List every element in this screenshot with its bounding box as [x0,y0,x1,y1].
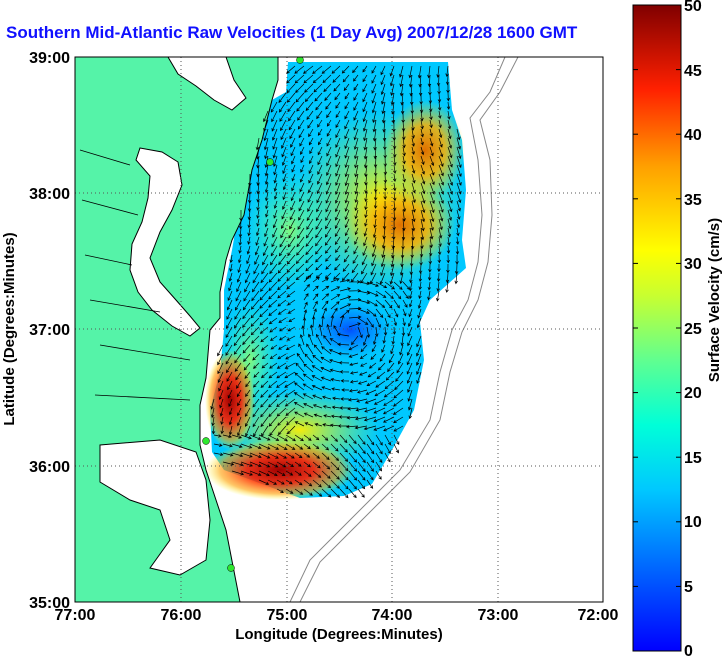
y-tick-label: 36:00 [29,459,70,476]
colorbar-tick-label: 0 [684,643,693,659]
colorbar-tick-label: 40 [684,127,702,144]
plot-frame [74,56,604,603]
x-tick-label: 75:00 [267,607,308,624]
x-axis-ticks: 77:00 76:00 75:00 74:00 73:00 72:00 [55,607,619,624]
y-tick-label: 39:00 [29,50,70,67]
y-tick-label: 38:00 [29,186,70,203]
grid [75,57,603,602]
colorbar-tick-label: 30 [684,256,702,273]
y-axis-label: Latitude (Degrees:Minutes) [1,232,18,425]
colorbar-tick-label: 5 [684,579,693,596]
velocity-arrow-set [210,65,462,499]
velocity-arrows [210,65,462,499]
radar-site-marker [266,158,274,166]
colorbar: 50 45 40 35 30 25 20 15 10 5 0 Surface V… [632,0,723,659]
bathymetry-contours [289,57,519,602]
radar-site-marker [202,437,210,445]
colorbar-tick-label: 15 [684,450,702,467]
map-title: Southern Mid-Atlantic Raw Velocities (1 … [6,23,578,42]
y-tick-label: 35:00 [29,595,70,612]
colorbar-tick-label: 50 [684,0,702,15]
x-tick-label: 74:00 [372,607,413,624]
y-axis-ticks: 39:00 38:00 37:00 36:00 35:00 [29,50,70,612]
x-tick-label: 73:00 [478,607,519,624]
colorbar-gradient [632,4,682,652]
x-tick-label: 76:00 [161,607,202,624]
colorbar-tick-label: 35 [684,192,702,209]
colorbar-label: Surface Velocity (cm/s) [706,218,723,382]
colorbar-tick-label: 10 [684,514,702,531]
radar-site-marker [227,564,235,572]
velocity-field [205,62,466,500]
x-tick-label: 77:00 [55,607,96,624]
radar-sites [202,57,304,572]
radar-site-marker [296,57,304,64]
x-tick-label: 72:00 [578,607,619,624]
colorbar-tick-label: 20 [684,385,702,402]
colorbar-tick-label: 45 [684,63,702,80]
colorbar-tick-label: 25 [684,321,702,338]
x-axis-label: Longitude (Degrees:Minutes) [235,626,443,643]
y-tick-label: 37:00 [29,322,70,339]
